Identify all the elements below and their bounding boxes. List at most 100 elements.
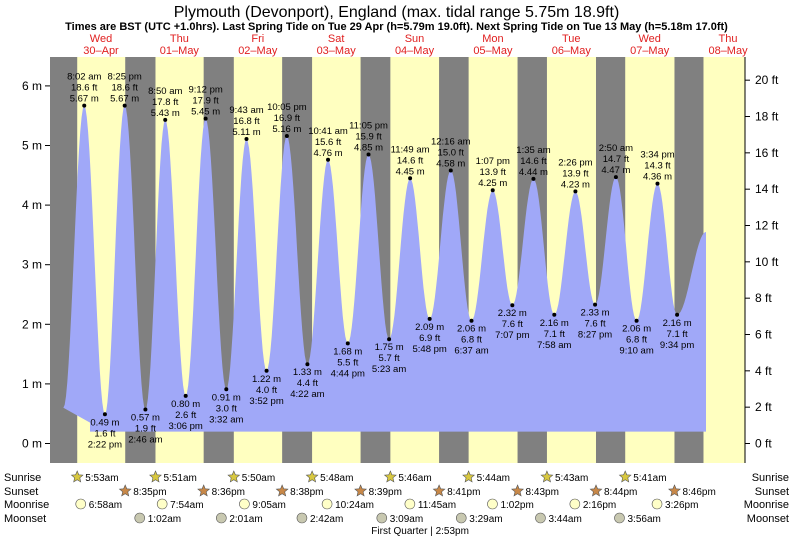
- tide-height-m: 1.33 m: [293, 367, 322, 378]
- sunrise-star-icon: [70, 470, 84, 483]
- y-tick-label: 2 m: [22, 317, 42, 331]
- sunset-time: 8:44pm: [604, 487, 637, 498]
- moonset-moon-icon: [216, 512, 227, 524]
- tide-height-m: 5.45 m: [191, 107, 220, 118]
- tide-height-m: 0.80 m: [171, 399, 200, 410]
- tide-point: [573, 189, 578, 194]
- tide-time: 10:41 am: [308, 126, 348, 137]
- tide-height-m: 4.44 m: [519, 167, 548, 178]
- tide-point: [634, 318, 639, 323]
- tide-time: 3:06 pm: [169, 421, 203, 432]
- moonrise-moon-icon: [569, 498, 581, 510]
- tide-height-m: 2.06 m: [622, 324, 651, 335]
- tide-height-m: 4.58 m: [436, 159, 465, 170]
- tide-height-m: 5.43 m: [151, 108, 180, 119]
- sunset-time: 8:43pm: [526, 487, 559, 498]
- tide-time: 7:58 am: [537, 340, 571, 351]
- tide-point: [593, 302, 598, 307]
- tide-point: [326, 157, 331, 162]
- day-band: [703, 57, 745, 463]
- tide-point: [102, 412, 107, 417]
- tide-height-m: 4.45 m: [396, 166, 425, 177]
- chart-title: Plymouth (Devonport), England (max. tida…: [174, 4, 620, 21]
- sunset-star-icon: [354, 484, 368, 497]
- tide-time: 4:44 pm: [331, 368, 365, 379]
- tide-height-ft: 15.6 ft: [315, 137, 342, 148]
- tide-height-ft: 17.8 ft: [152, 97, 179, 108]
- sunset-star-icon: [118, 484, 132, 497]
- tide-height-m: 2.16 m: [540, 318, 569, 329]
- day-name: Mon: [482, 33, 503, 45]
- tide-point: [143, 407, 148, 412]
- tide-height-m: 4.36 m: [643, 172, 672, 183]
- tide-time: 11:49 am: [391, 144, 430, 155]
- moonrise-moon-icon: [239, 498, 250, 510]
- row-label-left: Moonrise: [4, 499, 49, 511]
- sunrise-time: 5:41am: [633, 473, 666, 484]
- day-name: Thu: [170, 33, 189, 45]
- moonset-time: 3:56am: [628, 514, 661, 525]
- sunset-time: 8:38pm: [290, 487, 323, 498]
- moonrise-time: 2:16pm: [583, 500, 616, 511]
- moonset-time: 3:09am: [390, 514, 423, 525]
- tide-height-ft: 7.1 ft: [544, 329, 565, 340]
- tide-height-ft: 18.6 ft: [111, 83, 138, 94]
- tide-point: [244, 136, 249, 141]
- tide-height-m: 4.23 m: [561, 179, 590, 190]
- y-tick-label: 16 ft: [755, 146, 779, 160]
- tide-point: [552, 312, 557, 317]
- tide-time: 2:46 am: [128, 435, 162, 446]
- row-label-right: Sunrise: [752, 472, 789, 484]
- moonset-time: 1:02am: [148, 514, 181, 525]
- sunrise-time: 5:51am: [163, 473, 196, 484]
- tide-height-ft: 6.9 ft: [419, 333, 440, 344]
- moonset-moon-icon: [455, 512, 467, 524]
- sunset-star-icon: [511, 484, 525, 497]
- tide-time: 8:02 am: [67, 72, 101, 83]
- sunrise-star-icon: [618, 470, 632, 483]
- tide-time: 9:12 pm: [188, 85, 222, 96]
- tide-time: 8:50 am: [148, 86, 182, 97]
- sunrise-star-icon: [305, 470, 319, 483]
- tide-time: 5:23 am: [372, 364, 406, 375]
- sunset-time: 8:41pm: [447, 487, 480, 498]
- tide-height-m: 4.47 m: [601, 165, 630, 176]
- tide-time: 2:22 pm: [88, 439, 122, 450]
- day-date: 07–May: [630, 45, 670, 57]
- moonrise-moon-icon: [404, 498, 416, 510]
- tide-point: [183, 393, 188, 398]
- y-tick-label: 0 ft: [755, 437, 772, 451]
- tide-point: [531, 176, 536, 181]
- day-date: 03–May: [317, 45, 357, 57]
- sunset-star-icon: [432, 484, 446, 497]
- tide-height-m: 2.32 m: [498, 308, 527, 319]
- tide-height-ft: 14.6 ft: [397, 155, 424, 166]
- tide-height-m: 2.33 m: [581, 308, 610, 319]
- y-tick-label: 1 m: [22, 377, 42, 391]
- y-tick-label: 20 ft: [755, 73, 779, 87]
- tide-time: 3:32 am: [209, 414, 243, 425]
- sunrise-star-icon: [383, 470, 397, 483]
- tide-point: [655, 181, 660, 186]
- tide-time: 9:10 am: [619, 346, 653, 357]
- tide-height-ft: 3.0 ft: [216, 403, 237, 414]
- tide-height-ft: 6.8 ft: [461, 335, 482, 346]
- y-tick-label: 8 ft: [755, 291, 772, 305]
- tide-time: 10:05 pm: [267, 102, 307, 113]
- day-name: Sun: [405, 33, 425, 45]
- tide-height-m: 2.16 m: [663, 318, 692, 329]
- tide-height-m: 5.16 m: [272, 124, 301, 135]
- tide-height-m: 1.22 m: [252, 374, 281, 385]
- moonset-moon-icon: [296, 512, 308, 524]
- y-tick-label: 10 ft: [755, 255, 779, 269]
- row-label-left: Sunset: [4, 486, 38, 498]
- sunrise-star-icon: [462, 470, 476, 483]
- day-name: Wed: [90, 33, 112, 45]
- tide-time: 8:27 pm: [578, 330, 612, 341]
- sunrise-star-icon: [149, 470, 162, 483]
- tide-height-ft: 15.9 ft: [355, 131, 382, 142]
- tide-point: [613, 175, 618, 180]
- moonset-moon-icon: [614, 512, 625, 524]
